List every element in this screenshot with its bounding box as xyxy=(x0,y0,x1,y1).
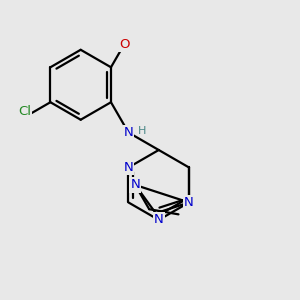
Text: N: N xyxy=(130,178,140,191)
Text: Cl: Cl xyxy=(18,105,31,118)
Text: N: N xyxy=(184,196,194,209)
Text: H: H xyxy=(138,126,146,136)
Text: N: N xyxy=(124,161,133,174)
Text: O: O xyxy=(119,38,129,51)
Text: N: N xyxy=(154,213,164,226)
Text: N: N xyxy=(124,126,133,139)
